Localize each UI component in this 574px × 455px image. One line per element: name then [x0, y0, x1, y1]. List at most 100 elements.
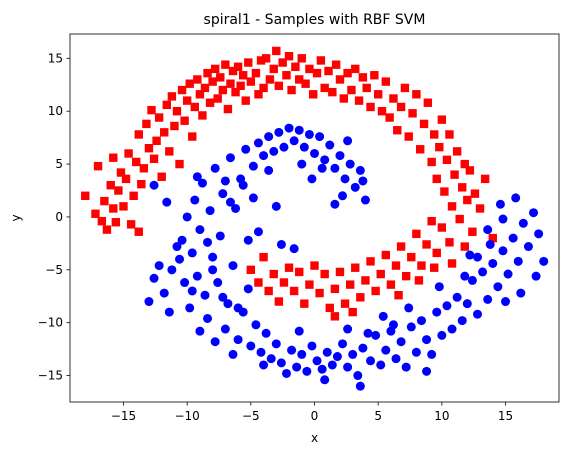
data-point: [320, 375, 330, 385]
x-axis-ticks: −15 −10 −5 0 5 10 15: [111, 402, 513, 423]
data-point: [225, 197, 235, 207]
data-point: [450, 170, 459, 179]
data-point: [501, 297, 511, 307]
data-point: [228, 261, 238, 271]
data-point: [177, 85, 187, 95]
data-point: [343, 136, 353, 146]
data-point: [294, 125, 304, 135]
data-point: [458, 183, 467, 192]
data-point: [412, 229, 421, 239]
data-point: [287, 85, 296, 95]
data-point: [259, 151, 269, 161]
data-point: [305, 280, 314, 289]
data-point: [371, 330, 381, 340]
data-point: [355, 381, 365, 391]
data-point: [378, 311, 388, 321]
data-point: [381, 250, 391, 260]
data-point: [264, 165, 274, 175]
data-point: [93, 161, 103, 171]
data-point: [317, 163, 327, 173]
data-point: [347, 85, 356, 95]
data-point: [254, 90, 263, 99]
y-tick-label: 10: [48, 104, 63, 118]
data-point: [320, 155, 330, 165]
x-tick-label: −5: [242, 409, 260, 423]
data-point: [310, 148, 319, 158]
data-point: [81, 191, 90, 200]
data-point: [330, 199, 340, 209]
data-point: [139, 164, 149, 173]
data-point: [220, 176, 230, 186]
data-point: [106, 181, 115, 190]
x-tick-label: 0: [311, 409, 319, 423]
data-point: [331, 60, 341, 69]
data-point: [478, 267, 488, 277]
data-point: [437, 330, 447, 340]
data-point: [254, 278, 263, 287]
data-point: [213, 94, 222, 103]
data-point: [480, 174, 490, 184]
data-point: [376, 269, 385, 279]
data-point: [371, 286, 380, 296]
y-tick-label: −10: [38, 316, 63, 330]
data-point: [516, 288, 526, 298]
data-point: [284, 123, 294, 133]
data-point: [248, 161, 258, 171]
data-point: [511, 193, 521, 203]
data-point: [408, 109, 417, 118]
x-tick-label: −10: [174, 409, 199, 423]
data-point: [518, 218, 528, 228]
data-point: [259, 252, 268, 262]
data-point: [297, 159, 307, 169]
data-point: [142, 119, 151, 129]
data-point: [274, 297, 284, 306]
data-point: [301, 79, 310, 88]
data-point: [340, 299, 350, 308]
data-point: [210, 64, 220, 74]
data-point: [253, 138, 263, 148]
data-point: [485, 239, 495, 249]
data-point: [246, 265, 256, 275]
data-point: [488, 258, 498, 268]
data-point: [279, 142, 289, 152]
data-point: [147, 105, 156, 115]
data-point: [366, 356, 376, 366]
data-point: [430, 263, 439, 272]
data-point: [238, 71, 248, 80]
data-point: [315, 132, 325, 142]
data-point: [208, 77, 217, 86]
data-point: [442, 301, 452, 311]
data-point: [465, 250, 475, 260]
data-point: [460, 242, 469, 251]
data-point: [256, 56, 266, 65]
data-point: [246, 341, 256, 351]
data-point: [205, 206, 215, 216]
data-point: [427, 349, 437, 359]
data-point: [407, 252, 416, 262]
data-point: [195, 326, 205, 336]
data-point: [529, 208, 539, 218]
data-point: [216, 73, 225, 82]
data-point: [261, 328, 271, 338]
data-point: [330, 163, 340, 173]
data-point: [343, 68, 352, 78]
data-point: [427, 157, 436, 167]
data-point: [132, 157, 141, 167]
data-point: [223, 104, 233, 114]
data-point: [416, 316, 426, 326]
data-point: [462, 299, 472, 309]
data-point: [348, 349, 358, 359]
data-point: [231, 87, 240, 97]
data-point: [295, 75, 304, 84]
data-point: [338, 191, 348, 201]
data-point: [172, 242, 182, 252]
data-point: [401, 271, 411, 281]
data-point: [264, 286, 273, 296]
data-point: [327, 360, 337, 370]
data-point: [180, 278, 190, 288]
data-point: [488, 233, 497, 243]
data-point: [452, 292, 462, 302]
data-point: [149, 154, 159, 163]
x-axis-label: x: [311, 431, 318, 445]
